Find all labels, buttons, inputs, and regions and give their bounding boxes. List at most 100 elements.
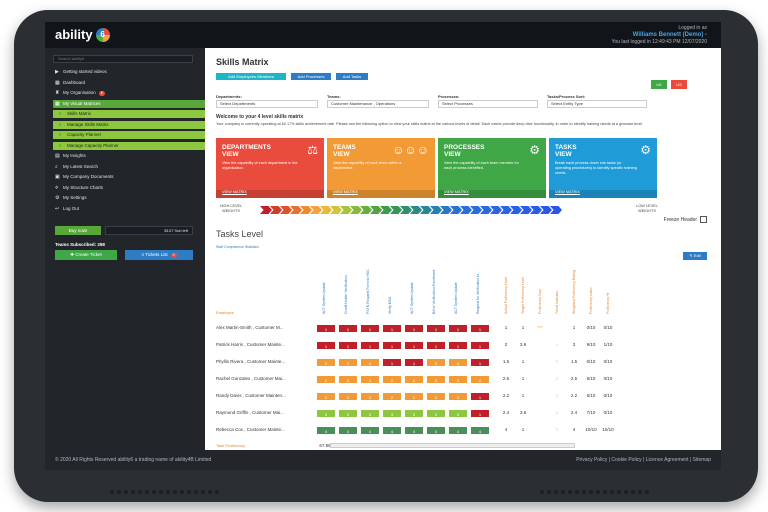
sidebar-item[interactable]: ▤ My Insights (53, 152, 205, 160)
lang-us-button[interactable]: US (671, 80, 687, 89)
skill-score-cell[interactable]: 2 (426, 391, 446, 401)
sidebar-item[interactable]: ⌕ My Latest Search (53, 163, 205, 171)
skill-score-cell[interactable]: 1 (426, 323, 446, 333)
skill-score-cell[interactable]: 4 (316, 425, 336, 435)
skill-score-cell[interactable]: 1 (382, 340, 402, 350)
logo[interactable]: ability 6 (55, 27, 110, 42)
view-card[interactable]: PROCESSES VIEW View the capability of each… (438, 138, 546, 198)
view-matrix-link[interactable]: VIEW MATRIX (222, 190, 247, 194)
create-ticket-button[interactable]: ✚ Create Ticket (55, 250, 117, 260)
skill-score-cell[interactable]: 3 (360, 408, 380, 418)
skill-score-cell[interactable]: 1 (448, 323, 468, 333)
task-column-header[interactable]: Credit Holder Verification (338, 270, 356, 316)
skill-score-cell[interactable]: 2 (382, 374, 402, 384)
skill-score-cell[interactable]: 1 (360, 323, 380, 333)
skill-score-cell[interactable]: 2 (426, 374, 446, 384)
skill-score-cell[interactable]: 1 (382, 357, 402, 367)
edit-button[interactable]: ✎ Edit (683, 252, 707, 260)
sidebar-item[interactable]: › Capacity Planner (53, 131, 205, 139)
task-column-header[interactable]: ACT System Update (404, 270, 422, 316)
view-matrix-link[interactable]: VIEW MATRIX (333, 190, 358, 194)
skill-score-cell[interactable]: 2 (338, 391, 358, 401)
task-column-header[interactable]: ACT System Update (448, 270, 466, 316)
sidebar-item[interactable]: ▦ Dashboard (53, 79, 205, 87)
skill-score-cell[interactable]: 3 (338, 408, 358, 418)
lang-uk-button[interactable]: UK (651, 80, 667, 89)
skill-score-cell[interactable]: 3 (382, 408, 402, 418)
skill-score-cell[interactable]: 1 (470, 357, 490, 367)
staff-statistics-link[interactable]: Staff Competence Statistics (216, 245, 259, 249)
footer-link[interactable]: Privacy Policy (576, 457, 608, 463)
view-card[interactable]: TEAMS VIEW View the capability of each tea… (327, 138, 435, 198)
skill-score-cell[interactable]: 1 (470, 391, 490, 401)
filter-processes-select[interactable]: Select Processes (438, 100, 538, 108)
view-matrix-link[interactable]: VIEW MATRIX (555, 190, 580, 194)
employee-name[interactable]: Phyllis Rivera , Customer Mainte... (216, 359, 286, 364)
employee-name[interactable]: Alex Martin-Smith , Customer M... (216, 325, 284, 330)
sidebar-search-input[interactable]: Search ability6 (53, 55, 193, 63)
filter-sort-select[interactable]: Select Entity Type (547, 100, 647, 108)
employee-name[interactable]: Rebecca Cox , Customer Mainte... (216, 427, 285, 432)
task-column-header[interactable]: PSTN Request Form to HSC (360, 269, 378, 316)
skill-score-cell[interactable]: 1 (360, 340, 380, 350)
add-process-button[interactable]: Add Processes (291, 73, 331, 80)
skill-score-cell[interactable]: 2 (470, 374, 490, 384)
skill-score-cell[interactable]: 1 (448, 340, 468, 350)
view-card[interactable]: DEPARTMENTS VIEW View the capability of ea… (216, 138, 324, 198)
skill-score-cell[interactable]: 3 (448, 408, 468, 418)
skill-score-cell[interactable]: 2 (316, 357, 336, 367)
skill-score-cell[interactable]: 2 (426, 357, 446, 367)
view-card[interactable]: TASKS VIEW Break each process down into ta… (549, 138, 657, 198)
skill-score-cell[interactable]: 2 (448, 374, 468, 384)
skill-score-cell[interactable]: 1 (338, 323, 358, 333)
task-column-header[interactable]: Request for Verification to... (470, 270, 488, 316)
skill-score-cell[interactable]: 1 (316, 323, 336, 333)
skill-score-cell[interactable]: 2 (404, 374, 424, 384)
sidebar-item[interactable]: › Skills Matrix (53, 110, 205, 118)
employee-name[interactable]: Patrick Harris , Customer Mainte... (216, 342, 285, 347)
skill-score-cell[interactable]: 3 (316, 408, 336, 418)
skill-score-cell[interactable]: 2 (448, 357, 468, 367)
skill-score-cell[interactable]: 1 (404, 357, 424, 367)
skill-score-cell[interactable]: 4 (470, 425, 490, 435)
skill-score-cell[interactable]: 1 (338, 340, 358, 350)
skill-score-cell[interactable]: 2 (360, 391, 380, 401)
task-column-header[interactable]: Bill to Verification Enrollment (426, 270, 444, 316)
skill-score-cell[interactable]: 2 (448, 391, 468, 401)
sidebar-item[interactable]: ⟡ My Structure Charts (53, 184, 205, 192)
skill-score-cell[interactable]: 1 (382, 323, 402, 333)
skill-score-cell[interactable]: 1 (426, 340, 446, 350)
task-column-header[interactable]: Verify MSA (382, 270, 400, 316)
sidebar-item[interactable]: ♜ My Organisation 5 (53, 89, 205, 97)
skill-score-cell[interactable]: 2 (360, 374, 380, 384)
footer-link[interactable]: Sitemap (692, 457, 711, 463)
skill-score-cell[interactable]: 1 (470, 408, 490, 418)
skill-score-cell[interactable]: 2 (316, 374, 336, 384)
skill-score-cell[interactable]: 2 (338, 374, 358, 384)
sidebar-item[interactable]: ▶ Getting started videos (53, 68, 205, 76)
skill-score-cell[interactable]: 2 (338, 357, 358, 367)
horizontal-scrollbar[interactable] (330, 443, 575, 448)
add-employee-button[interactable]: Add Employees Members (216, 73, 286, 80)
tickets-list-button[interactable]: ≡ Tickets List 0 (125, 250, 193, 260)
filter-departments-select[interactable]: Select Departments (216, 100, 318, 108)
freeze-header-toggle[interactable]: Freeze Header (664, 216, 707, 223)
freeze-header-checkbox[interactable] (700, 216, 707, 223)
sidebar-item[interactable]: ↩ Log Out (53, 205, 205, 213)
employee-name[interactable]: Raymond Griffin , Customer Mai... (216, 410, 284, 415)
footer-link[interactable]: Licence Agreement (645, 457, 689, 463)
skill-score-cell[interactable]: 1 (316, 340, 336, 350)
skill-score-cell[interactable]: 4 (448, 425, 468, 435)
skill-score-cell[interactable]: 1 (470, 340, 490, 350)
employee-name[interactable]: Rachel Gonzales , Customer Mai... (216, 376, 286, 381)
sidebar-item[interactable]: ▦ My Visual Matrices (53, 99, 205, 108)
sidebar-item[interactable]: ▣ My Company Documents (53, 173, 205, 181)
task-column-header[interactable]: ACT System Update (316, 270, 334, 316)
skill-score-cell[interactable]: 2 (404, 391, 424, 401)
footer-link[interactable]: Cookie Policy (611, 457, 642, 463)
view-matrix-link[interactable]: VIEW MATRIX (444, 190, 469, 194)
filter-teams-select[interactable]: Customer Maintenance , Operations (327, 100, 429, 108)
skill-score-cell[interactable]: 4 (382, 425, 402, 435)
skill-score-cell[interactable]: 3 (426, 408, 446, 418)
sidebar-item[interactable]: › Manage Capacity Planner (53, 141, 205, 150)
